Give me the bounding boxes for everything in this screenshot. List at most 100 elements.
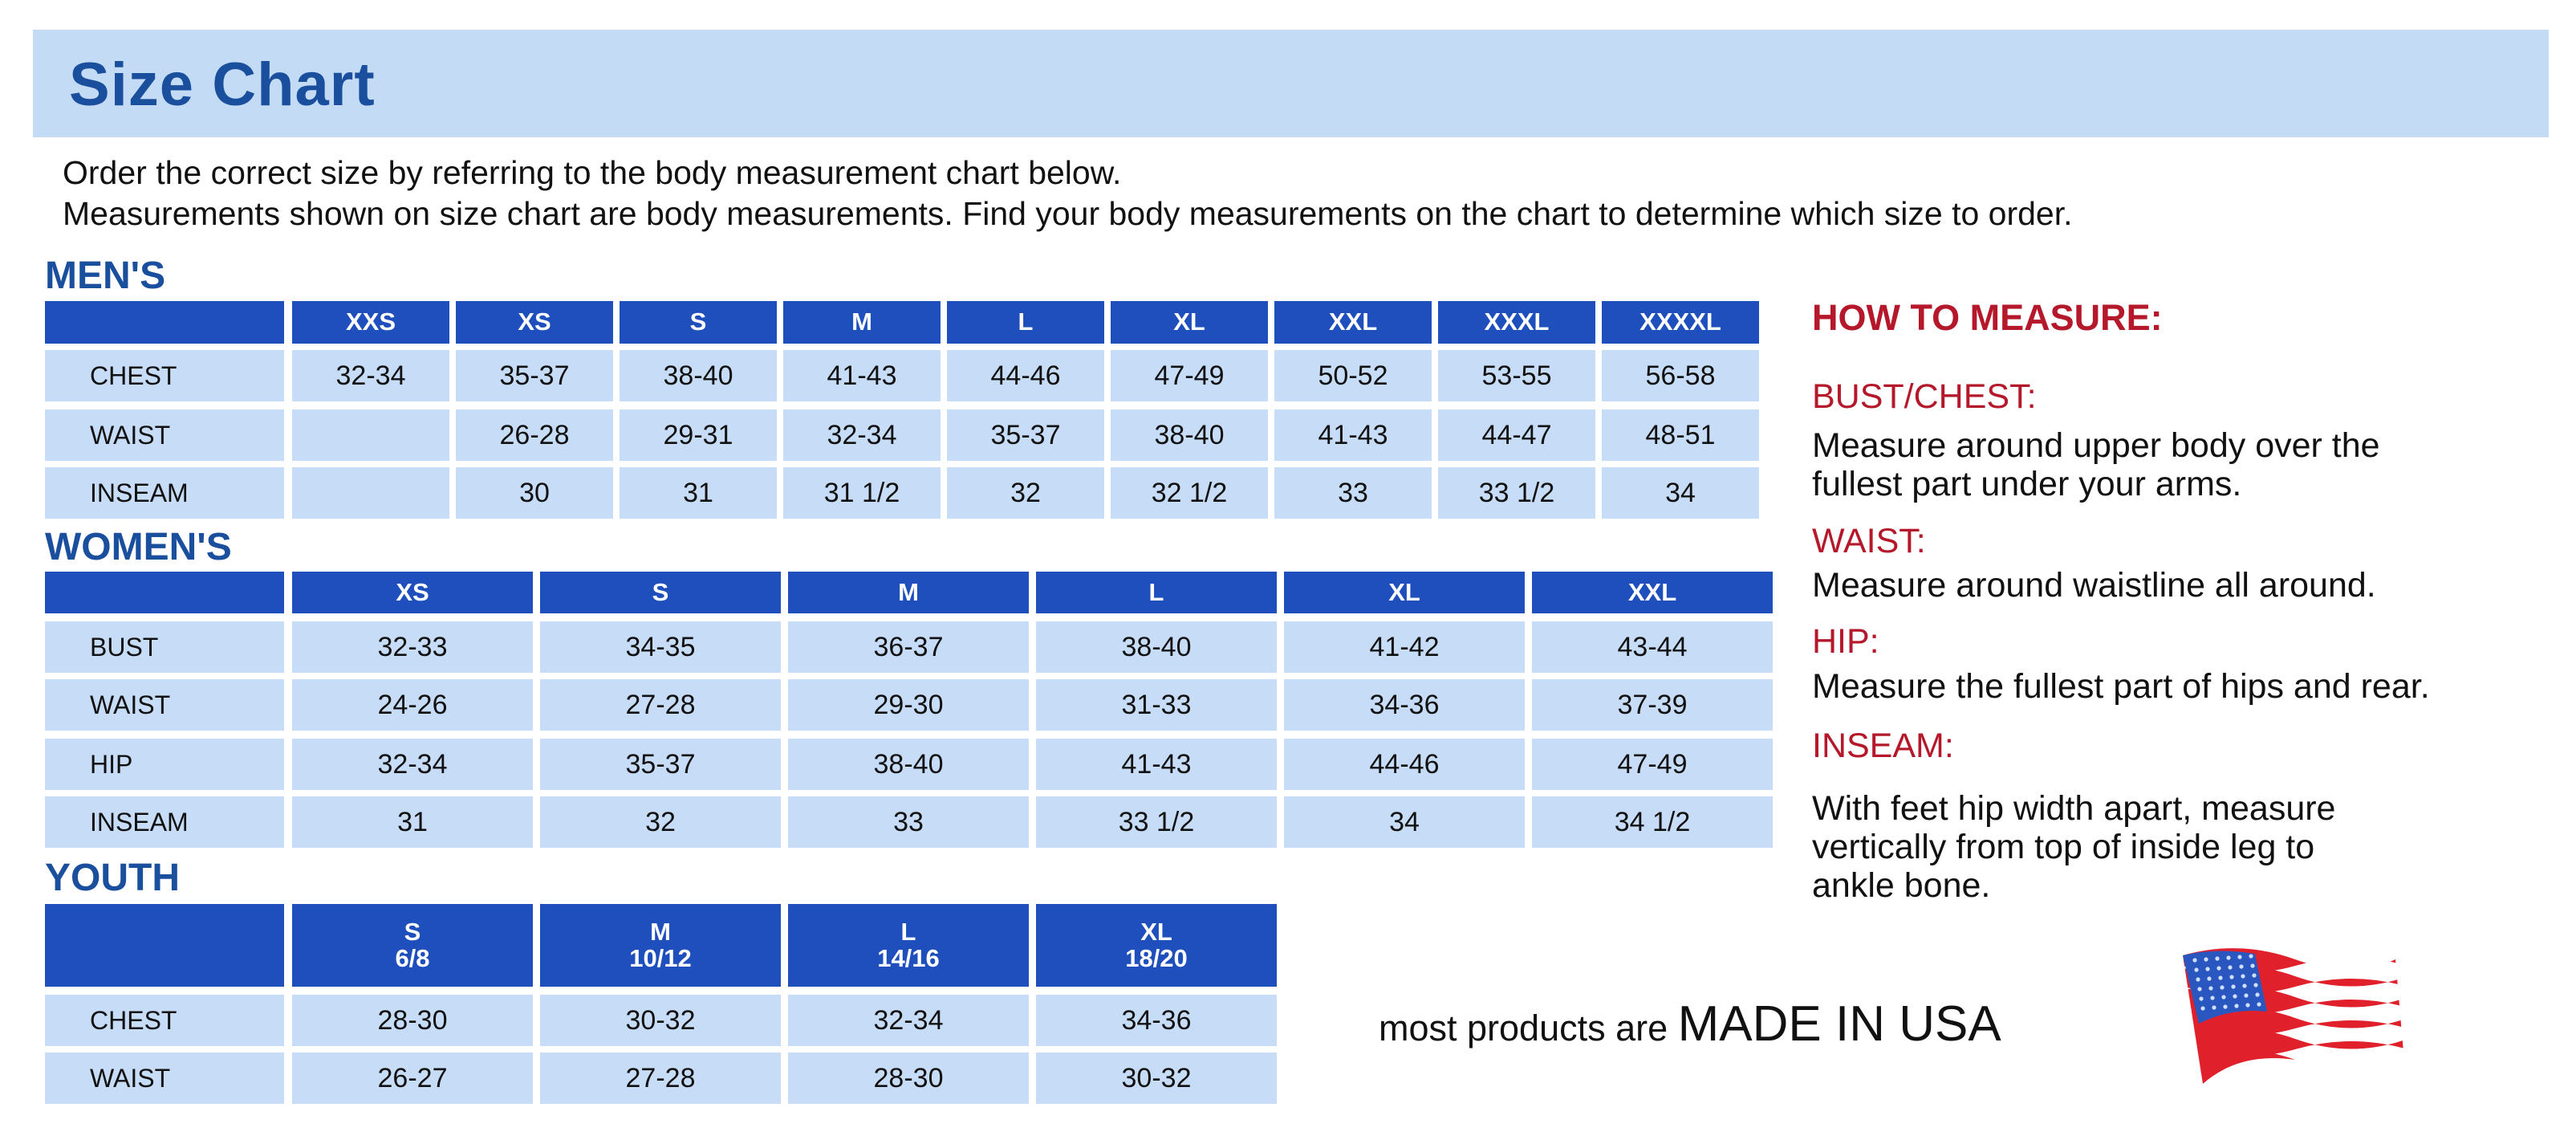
- measurement-cell: 33: [788, 796, 1029, 848]
- youth-heading: YOUTH: [45, 857, 180, 899]
- flag-star: [2228, 965, 2233, 970]
- measurement-cell: 48-51: [1602, 409, 1759, 461]
- measurement-cell: 28-30: [788, 1053, 1029, 1104]
- flag-star: [2212, 1005, 2216, 1010]
- flag-star: [2253, 983, 2258, 987]
- size-header-cell: XXS: [292, 301, 449, 344]
- size-label: M: [851, 307, 872, 336]
- flag-star: [2220, 985, 2225, 990]
- size-label: XS: [518, 307, 551, 336]
- age-range: 14/16: [877, 943, 940, 972]
- measurement-cell: 32-34: [292, 739, 533, 790]
- size-header-cell: XXL: [1532, 572, 1773, 613]
- womens-heading: WOMEN'S: [45, 526, 232, 568]
- flag-star: [2231, 984, 2236, 989]
- header-corner-cell: [45, 301, 284, 344]
- row-label-cell: INSEAM: [45, 467, 284, 519]
- measurement-cell: 26-27: [292, 1053, 533, 1104]
- flag-star: [2239, 964, 2244, 969]
- measurement-cell: 35-37: [456, 350, 613, 401]
- measurement-cell: 32-34: [788, 995, 1029, 1046]
- measurement-cell: 38-40: [1036, 621, 1277, 673]
- measurement-cell: 32-34: [783, 409, 941, 461]
- measure-label: INSEAM:: [1812, 727, 1954, 765]
- flag-star: [2208, 986, 2213, 991]
- flag-star: [2204, 957, 2208, 962]
- flag-star: [2234, 1004, 2239, 1008]
- measurement-cell: 35-37: [947, 409, 1104, 461]
- size-label: L: [1018, 307, 1034, 336]
- flag-star: [2257, 1002, 2261, 1007]
- intro-line-1: Order the correct size by referring to t…: [63, 154, 1122, 191]
- size-header-cell: L: [1036, 572, 1277, 613]
- measurement-cell: 32-34: [292, 350, 449, 401]
- size-header-cell: XXXL: [1438, 301, 1595, 344]
- flag-star: [2197, 987, 2202, 992]
- measurement-cell: 29-31: [620, 409, 777, 461]
- size-label: L: [1148, 577, 1164, 606]
- measure-instruction: fullest part under your arms.: [1812, 465, 2242, 503]
- measurement-cell: 31: [620, 467, 777, 519]
- row-label-cell: WAIST: [45, 409, 284, 461]
- size-label: XL: [1140, 917, 1172, 946]
- flag-star: [2237, 955, 2242, 959]
- flag-star: [2192, 958, 2197, 963]
- measurement-cell: 34 1/2: [1532, 796, 1773, 848]
- flag-star: [2226, 955, 2231, 960]
- flag-star: [2205, 967, 2210, 971]
- measurement-cell: 41-43: [1036, 739, 1277, 790]
- measurement-cell: 30: [456, 467, 613, 519]
- flag-star: [2241, 974, 2245, 979]
- size-header-cell: XS: [456, 301, 613, 344]
- size-label: S: [652, 577, 669, 606]
- size-header-cell: XL: [1111, 301, 1268, 344]
- size-header-cell: XXL: [1274, 301, 1432, 344]
- size-header-cell: S: [540, 572, 781, 613]
- measurement-cell: 44-46: [1284, 739, 1525, 790]
- measure-instruction: Measure around upper body over the: [1812, 426, 2380, 465]
- measurement-cell: [292, 467, 449, 519]
- measurement-cell: 38-40: [788, 739, 1029, 790]
- measurement-cell: 37-39: [1532, 679, 1773, 731]
- measurement-cell: 33: [1274, 467, 1432, 519]
- header-corner-cell: [45, 904, 284, 987]
- size-label: XXS: [345, 307, 396, 336]
- measurement-cell: 56-58: [1602, 350, 1759, 401]
- measure-instruction: Measure the fullest part of hips and rea…: [1812, 667, 2430, 706]
- measurement-cell: 36-37: [788, 621, 1029, 673]
- measurement-cell: 50-52: [1274, 350, 1432, 401]
- header-corner-cell: [45, 572, 284, 613]
- flag-star: [2194, 967, 2199, 972]
- size-header-cell: M: [783, 301, 941, 344]
- measure-label: HIP:: [1812, 622, 1879, 661]
- measurement-cell: 24-26: [292, 679, 533, 731]
- flag-star: [2255, 992, 2260, 997]
- measurement-cell: 31 1/2: [783, 467, 941, 519]
- measurement-cell: 41-42: [1284, 621, 1525, 673]
- measurement-cell: 29-30: [788, 679, 1029, 731]
- flag-star: [2252, 973, 2257, 978]
- size-header-cell: XL 18/20: [1036, 904, 1277, 987]
- size-header-cell: S 6/8: [292, 904, 533, 987]
- size-label: S: [404, 917, 421, 946]
- row-label-cell: INSEAM: [45, 796, 284, 848]
- row-label-cell: CHEST: [45, 350, 284, 401]
- how-to-measure-heading: HOW TO MEASURE:: [1812, 297, 2163, 338]
- mens-heading: MEN'S: [45, 254, 166, 297]
- measurement-cell: 41-43: [1274, 409, 1432, 461]
- flag-star: [2229, 975, 2234, 979]
- title-banner: [33, 30, 2549, 137]
- flag-star: [2199, 996, 2204, 1001]
- size-label: XXL: [1627, 577, 1677, 606]
- measurement-cell: 30-32: [1036, 1053, 1277, 1104]
- size-header-cell: S: [620, 301, 777, 344]
- measurement-cell: [292, 409, 449, 461]
- flag-star: [2249, 954, 2253, 959]
- measurement-cell: 31-33: [1036, 679, 1277, 731]
- measurement-cell: 44-46: [947, 350, 1104, 401]
- size-label: M: [650, 917, 671, 946]
- flag-star: [2200, 1006, 2205, 1011]
- measurement-cell: 33 1/2: [1036, 796, 1277, 848]
- size-label: S: [689, 307, 707, 336]
- made-in-usa-emphasis: MADE IN USA: [1677, 996, 2001, 1052]
